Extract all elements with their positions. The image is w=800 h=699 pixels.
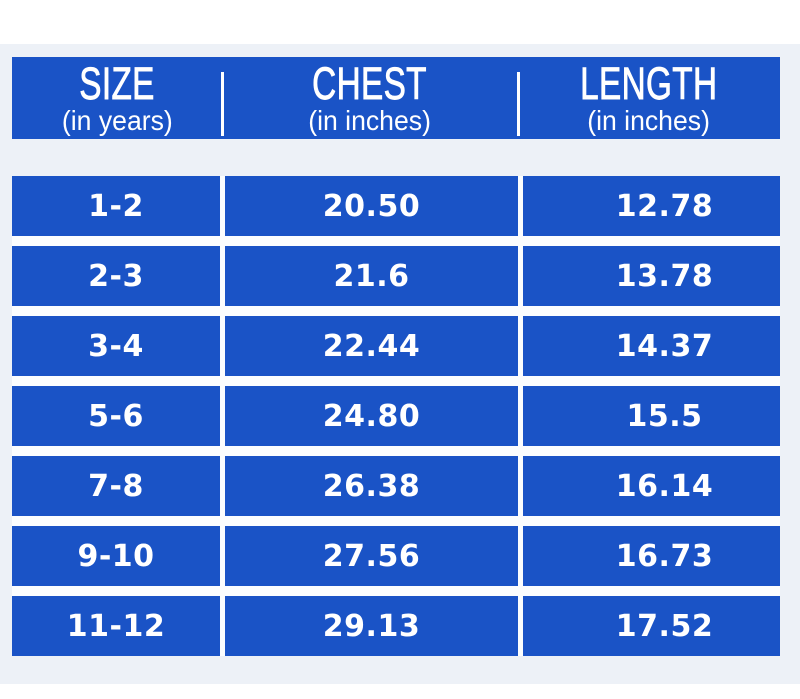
chest-cell: 24.80 bbox=[225, 386, 518, 446]
size-cell: 9-10 bbox=[12, 526, 220, 586]
size-chart-header: SIZE (in years) CHEST (in inches) LENGTH… bbox=[12, 57, 780, 139]
header-col-length: LENGTH (in inches) bbox=[516, 57, 780, 139]
size-chart-body: 1-2 20.50 12.78 2-3 21.6 13.78 3-4 22.44… bbox=[12, 176, 780, 656]
length-cell: 16.73 bbox=[523, 526, 780, 586]
header-chest-title: CHEST bbox=[312, 57, 428, 109]
length-cell: 15.5 bbox=[523, 386, 780, 446]
size-cell: 1-2 bbox=[12, 176, 220, 236]
length-cell: 13.78 bbox=[523, 246, 780, 306]
header-length-subtitle: (in inches) bbox=[587, 104, 711, 136]
length-cell: 16.14 bbox=[523, 456, 780, 516]
chest-cell: 21.6 bbox=[225, 246, 518, 306]
chest-cell: 22.44 bbox=[225, 316, 518, 376]
size-cell: 7-8 bbox=[12, 456, 220, 516]
length-cell: 12.78 bbox=[523, 176, 780, 236]
header-col-chest: CHEST (in inches) bbox=[220, 57, 518, 139]
header-col-size: SIZE (in years) bbox=[12, 57, 222, 139]
size-cell: 11-12 bbox=[12, 596, 220, 656]
size-cell: 2-3 bbox=[12, 246, 220, 306]
top-white-band bbox=[0, 0, 800, 44]
chest-cell: 27.56 bbox=[225, 526, 518, 586]
chest-cell: 26.38 bbox=[225, 456, 518, 516]
header-size-title: SIZE bbox=[79, 57, 155, 109]
length-cell: 17.52 bbox=[523, 596, 780, 656]
header-size-subtitle: (in years) bbox=[61, 104, 173, 136]
header-chest-subtitle: (in inches) bbox=[308, 104, 432, 136]
size-cell: 3-4 bbox=[12, 316, 220, 376]
length-cell: 14.37 bbox=[523, 316, 780, 376]
bottom-white-band bbox=[0, 684, 800, 699]
size-cell: 5-6 bbox=[12, 386, 220, 446]
header-length-title: LENGTH bbox=[580, 57, 718, 109]
chest-cell: 29.13 bbox=[225, 596, 518, 656]
chest-cell: 20.50 bbox=[225, 176, 518, 236]
